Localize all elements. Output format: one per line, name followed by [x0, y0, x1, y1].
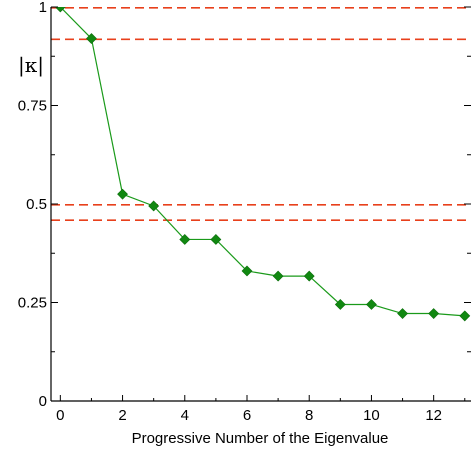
x-tick-label-5: 10 [363, 407, 380, 424]
x-tick-label-0: 0 [56, 407, 64, 424]
data-point-3 [148, 200, 160, 212]
data-point-10 [366, 299, 377, 310]
y-tick-label-1: 0.25 [18, 295, 47, 312]
data-point-4 [179, 234, 191, 245]
data-point-7 [272, 270, 284, 282]
y-tick-label-2: 0.5 [26, 196, 47, 213]
data-point-12 [428, 308, 440, 319]
data-point-1 [86, 33, 97, 44]
x-tick-label-1: 2 [118, 407, 126, 424]
y-tick-label-4: 1 [39, 0, 47, 16]
data-point-2 [117, 188, 128, 200]
data-point-8 [303, 270, 315, 282]
data-point-11 [397, 308, 408, 319]
data-point-0 [54, 7, 66, 13]
data-point-13 [459, 310, 471, 322]
x-axis-title: Progressive Number of the Eigenvalue [132, 430, 389, 447]
series-line-0 [59, 7, 465, 317]
data-point-6 [241, 265, 253, 277]
y-axis-title: |κ| [18, 53, 44, 78]
x-tick-label-4: 8 [305, 407, 313, 424]
data-point-5 [210, 234, 222, 245]
x-tick-label-6: 12 [425, 407, 442, 424]
x-tick-label-3: 6 [243, 407, 251, 424]
y-tick-label-3: 0.75 [18, 98, 47, 115]
y-tick-label-0: 0 [39, 393, 47, 410]
x-tick-label-2: 4 [181, 407, 189, 424]
data-point-9 [334, 299, 346, 310]
